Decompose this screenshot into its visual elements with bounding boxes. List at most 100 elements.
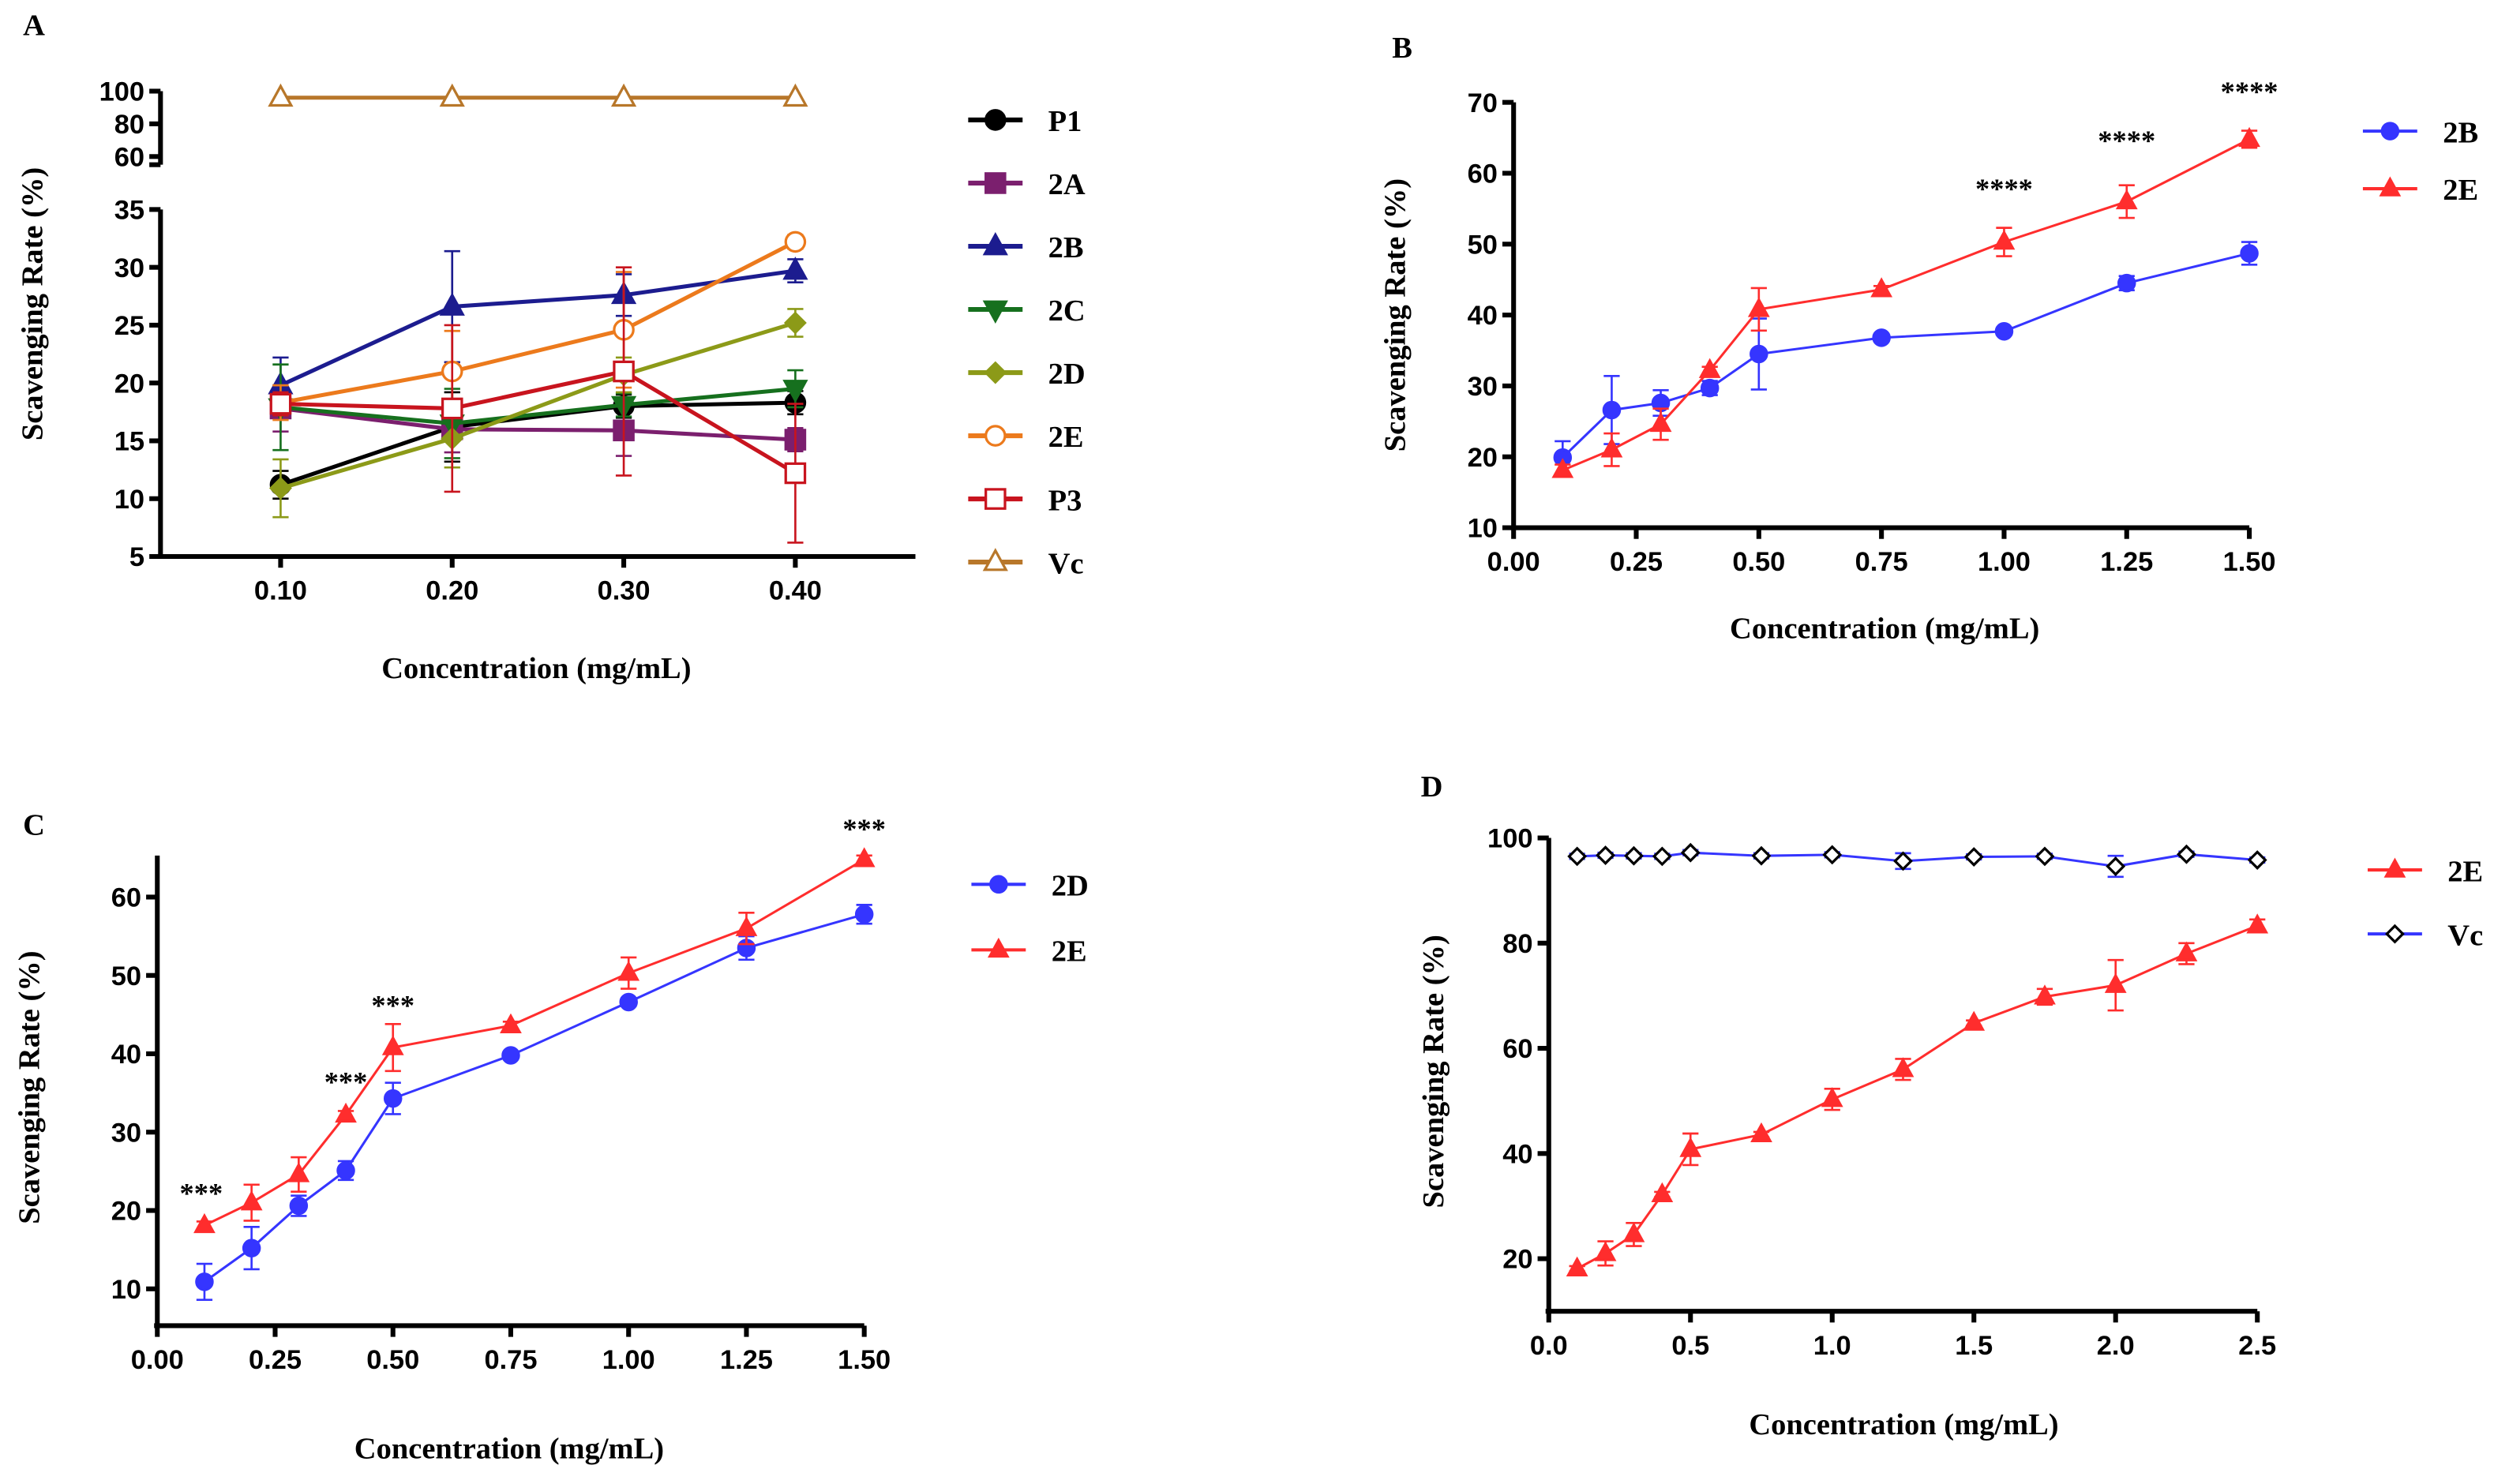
data-point <box>1649 411 1672 433</box>
legend-label: 2E <box>1052 935 1087 969</box>
series-line <box>279 400 796 487</box>
series-2E <box>1566 913 2269 1276</box>
data-point <box>2238 126 2260 148</box>
data-point <box>1994 322 2014 341</box>
y-tick-label: 100 <box>99 77 144 107</box>
x-tick-label: 0.00 <box>131 1345 184 1375</box>
data-point <box>735 916 758 936</box>
data-point <box>2106 856 2126 876</box>
data-point <box>2035 846 2055 867</box>
x-tick-label: 0.50 <box>366 1345 419 1375</box>
data-point <box>268 477 292 500</box>
y-tick-label: 30 <box>1468 372 1498 402</box>
series-2C <box>268 363 808 459</box>
data-point <box>1566 1256 1588 1276</box>
data-point <box>441 397 463 420</box>
data-point <box>1700 378 1720 398</box>
x-tick-label: 0.40 <box>769 576 822 606</box>
series-line <box>280 406 796 442</box>
data-point <box>1750 344 1768 364</box>
y-tick-label: 60 <box>111 883 141 913</box>
data-point <box>1594 1241 1617 1261</box>
legend-label: 2C <box>1048 294 1086 328</box>
data-point <box>1993 230 2016 250</box>
panel-B: B 0.00 0.25 0.50 0.75 1.00 1.25 1.50 10 20 30 40 50 6… <box>1378 32 2478 645</box>
data-point <box>501 1046 520 1065</box>
panel-letter: B <box>1392 32 1412 65</box>
data-point <box>240 1190 263 1211</box>
data-point <box>336 1161 355 1180</box>
y-tick-label: 10 <box>114 485 144 515</box>
x-tick-label: 1.25 <box>720 1345 773 1375</box>
x-tick-label: 1.50 <box>2223 547 2276 577</box>
series-Vc <box>1567 842 2267 879</box>
data-point <box>1698 358 1721 378</box>
legend-label: P3 <box>1048 484 1082 517</box>
data-point <box>784 462 807 485</box>
y-tick-label: 80 <box>1502 929 1532 959</box>
panel-letter: D <box>1421 770 1443 804</box>
legend-marker <box>984 361 1007 384</box>
legend-item: 2E <box>2368 855 2483 888</box>
data-point <box>195 1272 214 1291</box>
data-point <box>617 961 640 981</box>
data-point <box>2177 844 2196 864</box>
data-point <box>439 292 465 316</box>
y-tick-label: 25 <box>114 311 144 341</box>
y-tick-label: 40 <box>1468 301 1498 331</box>
data-point <box>1602 400 1622 420</box>
legend-label: P1 <box>1048 105 1082 138</box>
data-point <box>268 83 294 107</box>
legend-item: 2B <box>2362 116 2478 149</box>
data-point <box>2246 913 2269 934</box>
legend-label: 2B <box>1048 231 1084 264</box>
significance-marker: *** <box>842 813 886 845</box>
data-point <box>287 1162 310 1182</box>
data-point <box>2034 984 2056 1005</box>
y-tick-label: 30 <box>111 1118 141 1148</box>
x-tick-label: 1.5 <box>1955 1331 1993 1361</box>
data-point <box>2247 850 2267 870</box>
legend-label: 2D <box>1048 358 1086 391</box>
data-point <box>1652 846 1672 867</box>
data-point <box>613 360 635 383</box>
x-tick-label: 0.25 <box>1610 547 1663 577</box>
series-line <box>279 268 796 388</box>
x-tick-label: 0.0 <box>1530 1331 1568 1361</box>
y-tick-label: 5 <box>129 542 144 572</box>
data-point <box>2240 244 2259 263</box>
data-point <box>500 1013 522 1033</box>
legend-marker <box>989 875 1008 894</box>
x-tick-label: 1.00 <box>602 1345 655 1375</box>
legend-marker <box>987 937 1010 958</box>
data-point <box>1651 1182 1674 1203</box>
panel-letter: A <box>23 9 45 43</box>
x-tick-label: 1.0 <box>1813 1331 1851 1361</box>
x-tick-label: 0.00 <box>1487 547 1540 577</box>
legend-marker <box>2379 176 2402 197</box>
data-point <box>853 847 876 868</box>
legend-marker <box>982 300 1008 324</box>
legend-label: 2E <box>2447 855 2483 888</box>
data-point <box>783 311 807 335</box>
y-tick-label: 20 <box>1502 1245 1532 1275</box>
x-tick-label: 0.50 <box>1732 547 1785 577</box>
data-point <box>383 1089 403 1108</box>
y-tick-label: 40 <box>1502 1139 1532 1169</box>
legend-item: 2A <box>968 168 1086 201</box>
series-2E <box>193 847 876 1234</box>
data-point <box>2104 972 2127 993</box>
y-tick-label: 50 <box>1468 230 1498 260</box>
legend-marker <box>984 488 1007 510</box>
series-2D <box>195 904 874 1301</box>
legend-item: P1 <box>968 105 1082 138</box>
y-axis-label: Scavenging Rate (%) <box>1417 935 1450 1208</box>
y-tick-label: 35 <box>114 196 144 226</box>
significance-marker: **** <box>1975 173 2033 204</box>
x-tick-label: 2.5 <box>2238 1331 2276 1361</box>
data-point <box>1600 437 1623 458</box>
x-tick-label: 0.10 <box>254 576 307 606</box>
x-tick-label: 0.5 <box>1671 1331 1709 1361</box>
y-axis-label: Scavenging Rate (%) <box>1378 178 1412 452</box>
